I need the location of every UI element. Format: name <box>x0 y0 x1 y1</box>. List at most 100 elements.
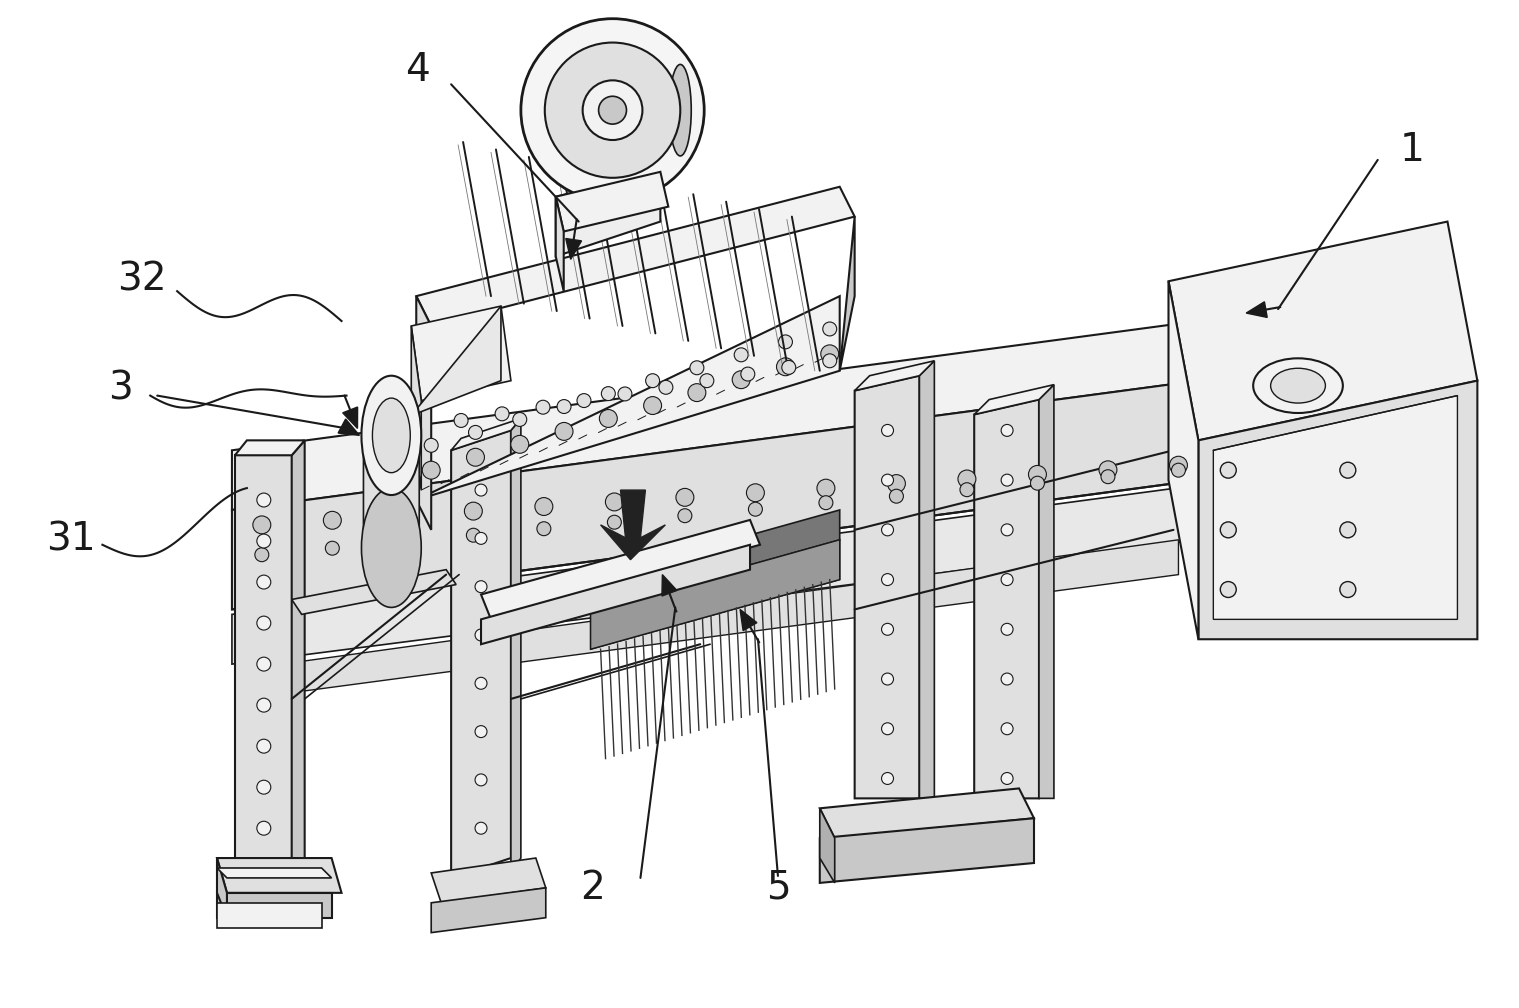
Circle shape <box>881 574 893 586</box>
Circle shape <box>1001 524 1013 536</box>
Circle shape <box>881 772 893 784</box>
Polygon shape <box>1168 281 1198 639</box>
Circle shape <box>741 367 755 381</box>
Polygon shape <box>510 418 521 873</box>
Circle shape <box>422 462 441 479</box>
Circle shape <box>475 677 488 689</box>
Polygon shape <box>740 610 756 631</box>
Circle shape <box>602 387 615 400</box>
Polygon shape <box>591 102 626 232</box>
Circle shape <box>1001 623 1013 635</box>
Polygon shape <box>556 171 668 232</box>
Polygon shape <box>217 858 226 917</box>
Polygon shape <box>565 239 582 259</box>
Circle shape <box>257 699 270 712</box>
Circle shape <box>521 19 705 202</box>
Circle shape <box>1001 574 1013 586</box>
Circle shape <box>881 524 893 536</box>
Circle shape <box>466 528 480 542</box>
Circle shape <box>644 396 662 414</box>
Polygon shape <box>1039 385 1054 798</box>
Polygon shape <box>855 361 934 391</box>
Ellipse shape <box>372 398 410 473</box>
Circle shape <box>454 413 468 427</box>
Circle shape <box>393 507 412 524</box>
Circle shape <box>252 516 270 534</box>
Circle shape <box>1170 457 1188 474</box>
Circle shape <box>1001 772 1013 784</box>
Circle shape <box>535 498 553 515</box>
Circle shape <box>881 623 893 635</box>
Circle shape <box>820 345 838 363</box>
Polygon shape <box>343 407 357 428</box>
Polygon shape <box>591 110 606 232</box>
Polygon shape <box>217 903 322 927</box>
Text: 1: 1 <box>1401 131 1425 169</box>
Circle shape <box>608 515 621 529</box>
Circle shape <box>257 822 270 836</box>
Polygon shape <box>820 818 1034 883</box>
Polygon shape <box>1168 222 1478 440</box>
Circle shape <box>823 322 837 336</box>
Polygon shape <box>217 858 342 893</box>
Polygon shape <box>339 419 360 435</box>
Circle shape <box>325 541 339 555</box>
Polygon shape <box>232 321 1198 510</box>
Circle shape <box>257 616 270 630</box>
Polygon shape <box>662 575 677 596</box>
Ellipse shape <box>1253 358 1343 413</box>
Polygon shape <box>232 381 1198 610</box>
Polygon shape <box>556 197 564 291</box>
Polygon shape <box>855 376 919 798</box>
Polygon shape <box>1198 381 1478 639</box>
Circle shape <box>257 780 270 794</box>
Polygon shape <box>451 418 521 451</box>
Circle shape <box>495 407 509 420</box>
Polygon shape <box>431 888 545 932</box>
Circle shape <box>396 535 410 548</box>
Polygon shape <box>412 306 501 415</box>
Circle shape <box>257 534 270 548</box>
Circle shape <box>1028 466 1047 484</box>
Circle shape <box>475 726 488 738</box>
Polygon shape <box>840 217 855 371</box>
Circle shape <box>424 438 437 453</box>
Circle shape <box>778 335 793 349</box>
Circle shape <box>465 502 483 520</box>
Polygon shape <box>820 808 835 883</box>
Circle shape <box>746 484 764 502</box>
Circle shape <box>1340 582 1356 598</box>
Circle shape <box>600 409 617 427</box>
Circle shape <box>887 475 905 493</box>
Circle shape <box>257 657 270 671</box>
Circle shape <box>960 483 974 497</box>
Circle shape <box>618 387 632 401</box>
Circle shape <box>257 493 270 507</box>
Polygon shape <box>416 296 840 500</box>
Polygon shape <box>482 520 760 619</box>
Circle shape <box>1220 463 1236 478</box>
Polygon shape <box>451 430 510 878</box>
Polygon shape <box>416 296 431 530</box>
Circle shape <box>468 425 483 439</box>
Polygon shape <box>235 456 292 868</box>
Circle shape <box>700 374 714 388</box>
Circle shape <box>676 489 694 506</box>
Circle shape <box>881 424 893 436</box>
Circle shape <box>890 489 904 503</box>
Circle shape <box>881 673 893 685</box>
Polygon shape <box>974 385 1054 414</box>
Circle shape <box>734 348 749 362</box>
Circle shape <box>606 493 623 511</box>
Polygon shape <box>556 171 661 256</box>
Polygon shape <box>292 440 305 868</box>
Circle shape <box>958 470 975 488</box>
Polygon shape <box>292 570 456 615</box>
Text: 2: 2 <box>580 869 605 907</box>
Circle shape <box>475 774 488 786</box>
Polygon shape <box>919 361 934 798</box>
Circle shape <box>1220 522 1236 538</box>
Circle shape <box>324 511 342 529</box>
Circle shape <box>749 502 763 516</box>
Circle shape <box>513 412 527 426</box>
